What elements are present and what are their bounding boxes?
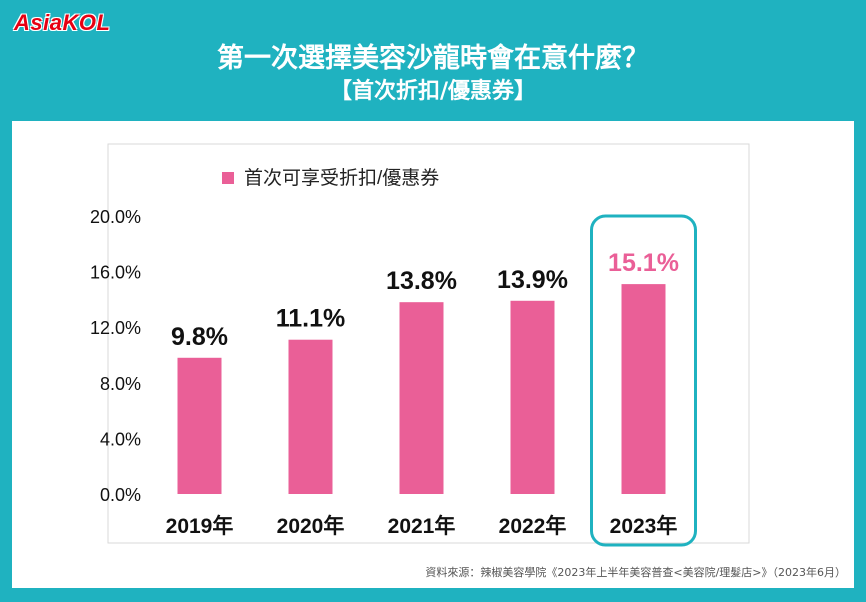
source-note: 資料來源：辣椒美容學院《2023年上半年美容普查<美容院/理髮店>》（2023年… [425, 566, 846, 579]
legend-label: 首次可享受折扣/優惠券 [244, 167, 439, 189]
bar-2021年 [399, 302, 444, 494]
y-tick-label: 8.0% [100, 374, 141, 394]
x-tick-label: 2020年 [277, 514, 345, 538]
x-tick-label: 2023年 [610, 514, 678, 538]
data-label: 13.8% [386, 267, 457, 295]
x-tick-label: 2022年 [499, 514, 567, 538]
data-label: 11.1% [276, 305, 346, 333]
y-tick-label: 0.0% [100, 485, 141, 505]
y-tick-label: 16.0% [90, 263, 141, 283]
chart-panel: 首次可享受折扣/優惠券 0.0% 4.0% 8.0% 12.0% 16.0% 20.0% … [12, 121, 854, 588]
x-tick-label: 2021年 [388, 514, 456, 538]
data-labels: 9.8% 11.1% 13.8% 13.9% 15.1% [171, 249, 679, 351]
x-axis: 2019年 2020年 2021年 2022年 2023年 [166, 514, 678, 538]
highlight-box-2023 [590, 214, 697, 547]
bar-2022年 [510, 300, 555, 494]
x-tick-label: 2019年 [166, 514, 234, 538]
asiakol-logo: AsiaKOL [14, 10, 111, 35]
data-label: 9.8% [171, 323, 228, 351]
bars [177, 284, 666, 494]
y-tick-label: 4.0% [100, 429, 141, 449]
page-title: 第一次選擇美容沙龍時會在意什麼？ [217, 43, 649, 74]
data-label: 13.9% [497, 266, 568, 294]
y-tick-label: 20.0% [90, 207, 141, 227]
chart-legend: 首次可享受折扣/優惠券 [222, 167, 439, 189]
y-axis: 0.0% 4.0% 8.0% 12.0% 16.0% 20.0% [90, 207, 141, 505]
page-subtitle: 【首次折扣/優惠券】 [329, 79, 537, 104]
bar-2020年 [288, 339, 333, 494]
legend-swatch [222, 172, 234, 184]
bar-chart: 首次可享受折扣/優惠券 0.0%4.0%8.0%12.0%16.0%20.0% … [90, 143, 750, 547]
data-label: 15.1% [608, 249, 679, 277]
bar-2019年 [177, 357, 222, 494]
y-tick-label: 12.0% [90, 318, 141, 338]
bar-2023年 [621, 284, 666, 494]
